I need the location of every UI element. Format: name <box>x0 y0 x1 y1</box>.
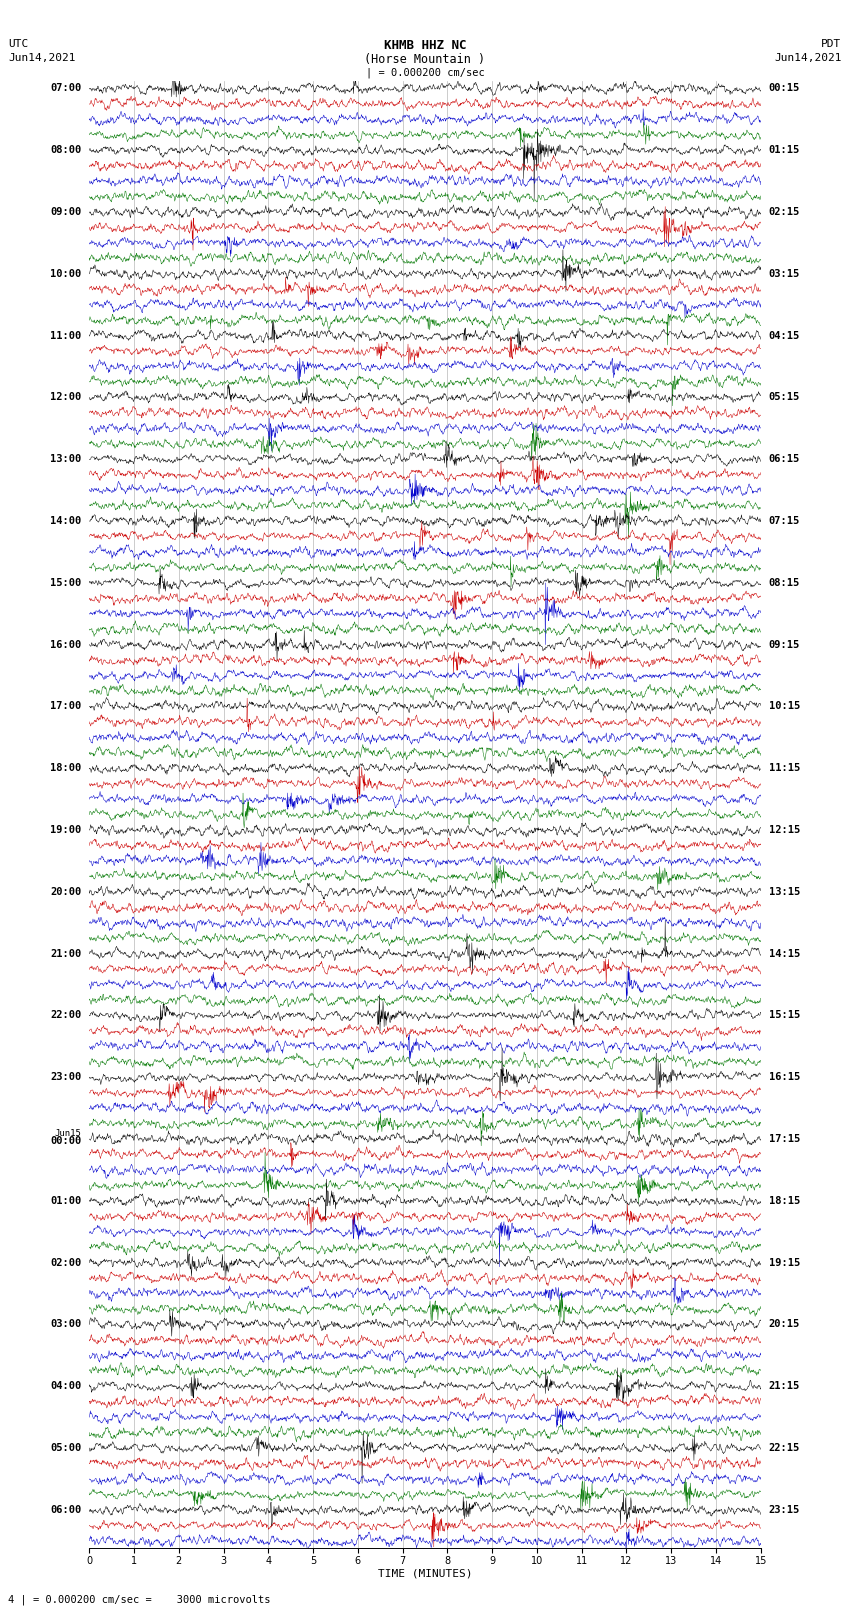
Text: 23:00: 23:00 <box>50 1073 82 1082</box>
Text: 04:15: 04:15 <box>768 331 800 340</box>
Text: 02:00: 02:00 <box>50 1258 82 1268</box>
Text: 13:00: 13:00 <box>50 455 82 465</box>
Text: 19:15: 19:15 <box>768 1258 800 1268</box>
Text: 05:15: 05:15 <box>768 392 800 402</box>
Text: 22:15: 22:15 <box>768 1444 800 1453</box>
Text: 00:00: 00:00 <box>50 1136 82 1145</box>
Text: 07:15: 07:15 <box>768 516 800 526</box>
Text: 12:00: 12:00 <box>50 392 82 402</box>
Text: 18:15: 18:15 <box>768 1195 800 1207</box>
Text: 15:00: 15:00 <box>50 577 82 587</box>
Text: 21:15: 21:15 <box>768 1381 800 1392</box>
Text: 08:15: 08:15 <box>768 577 800 587</box>
Text: 07:00: 07:00 <box>50 84 82 94</box>
Text: 21:00: 21:00 <box>50 948 82 958</box>
Text: 00:15: 00:15 <box>768 84 800 94</box>
Text: 22:00: 22:00 <box>50 1010 82 1021</box>
Text: UTC: UTC <box>8 39 29 48</box>
Text: 20:00: 20:00 <box>50 887 82 897</box>
Text: 14:00: 14:00 <box>50 516 82 526</box>
Text: 4 | = 0.000200 cm/sec =    3000 microvolts: 4 | = 0.000200 cm/sec = 3000 microvolts <box>8 1594 271 1605</box>
Text: KHMB HHZ NC: KHMB HHZ NC <box>383 39 467 52</box>
Text: 01:15: 01:15 <box>768 145 800 155</box>
Text: 16:15: 16:15 <box>768 1073 800 1082</box>
Text: 18:00: 18:00 <box>50 763 82 773</box>
Text: 03:15: 03:15 <box>768 269 800 279</box>
X-axis label: TIME (MINUTES): TIME (MINUTES) <box>377 1569 473 1579</box>
Text: Jun15: Jun15 <box>54 1129 82 1139</box>
Text: 09:15: 09:15 <box>768 640 800 650</box>
Text: 12:15: 12:15 <box>768 824 800 836</box>
Text: 17:15: 17:15 <box>768 1134 800 1144</box>
Text: 09:00: 09:00 <box>50 206 82 218</box>
Text: 02:15: 02:15 <box>768 206 800 218</box>
Text: Jun14,2021: Jun14,2021 <box>774 53 842 63</box>
Text: 06:15: 06:15 <box>768 455 800 465</box>
Text: 10:15: 10:15 <box>768 702 800 711</box>
Text: PDT: PDT <box>821 39 842 48</box>
Text: Jun14,2021: Jun14,2021 <box>8 53 76 63</box>
Text: 06:00: 06:00 <box>50 1505 82 1515</box>
Text: (Horse Mountain ): (Horse Mountain ) <box>365 53 485 66</box>
Text: 15:15: 15:15 <box>768 1010 800 1021</box>
Text: 03:00: 03:00 <box>50 1319 82 1329</box>
Text: 20:15: 20:15 <box>768 1319 800 1329</box>
Text: 13:15: 13:15 <box>768 887 800 897</box>
Text: 14:15: 14:15 <box>768 948 800 958</box>
Text: 19:00: 19:00 <box>50 824 82 836</box>
Text: 16:00: 16:00 <box>50 640 82 650</box>
Text: 04:00: 04:00 <box>50 1381 82 1392</box>
Text: | = 0.000200 cm/sec: | = 0.000200 cm/sec <box>366 68 484 79</box>
Text: 17:00: 17:00 <box>50 702 82 711</box>
Text: 01:00: 01:00 <box>50 1195 82 1207</box>
Text: 10:00: 10:00 <box>50 269 82 279</box>
Text: 11:15: 11:15 <box>768 763 800 773</box>
Text: 11:00: 11:00 <box>50 331 82 340</box>
Text: 05:00: 05:00 <box>50 1444 82 1453</box>
Text: 08:00: 08:00 <box>50 145 82 155</box>
Text: 23:15: 23:15 <box>768 1505 800 1515</box>
